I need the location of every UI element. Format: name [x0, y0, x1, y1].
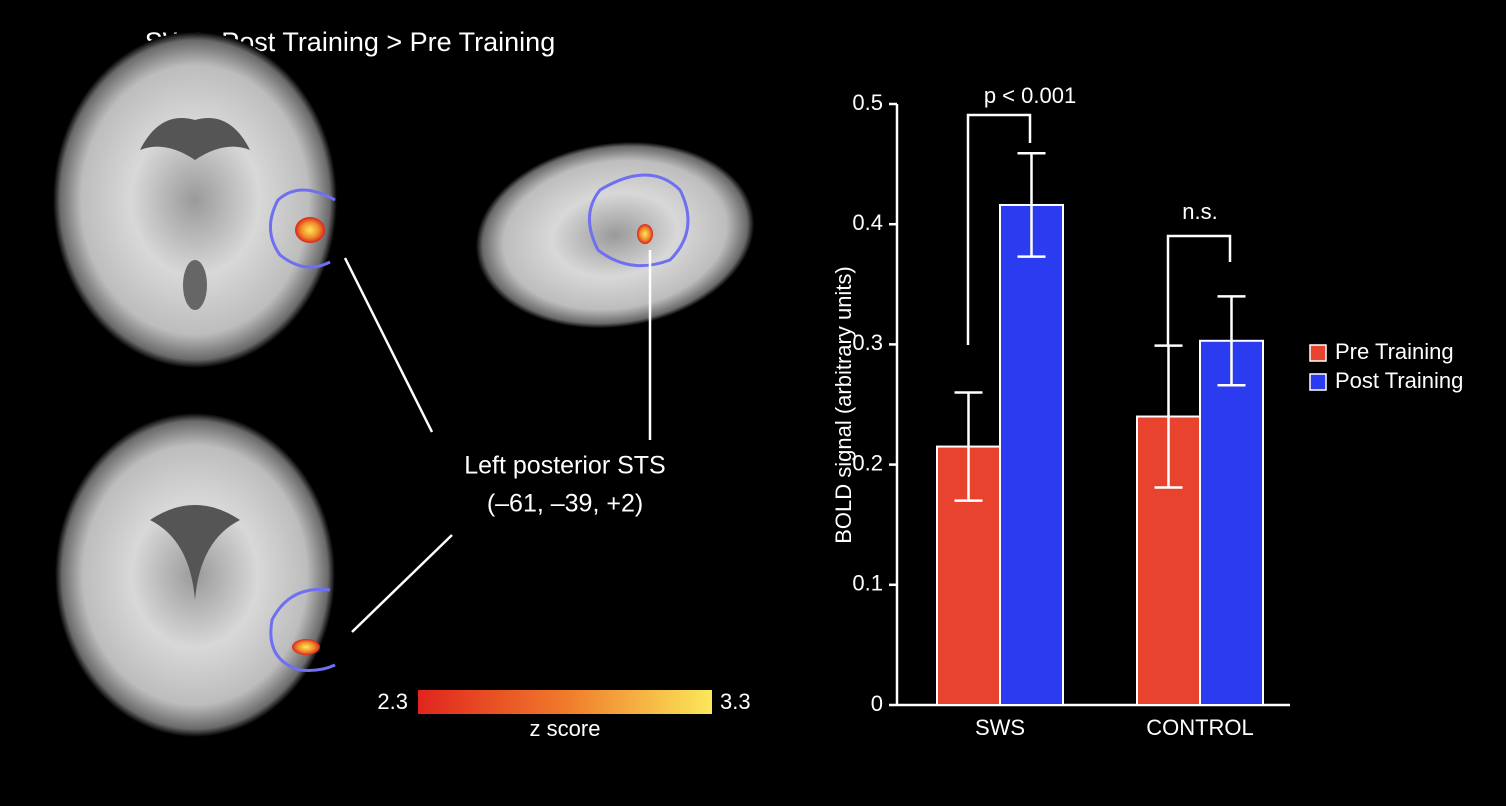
bar	[1000, 205, 1063, 705]
colorbar	[418, 690, 712, 714]
region-label: Left posterior STS	[464, 452, 665, 480]
y-axis-label: BOLD signal (arbitrary units)	[831, 266, 856, 544]
legend-label: Post Training	[1335, 368, 1463, 393]
brain-images	[53, 32, 766, 737]
annotation: p < 0.001	[984, 83, 1076, 108]
x-tick-label: SWS	[975, 715, 1025, 740]
legend-label: Pre Training	[1335, 339, 1454, 364]
region-coordinates: (–61, –39, +2)	[487, 490, 643, 518]
y-tick-label: 0.3	[852, 330, 883, 355]
x-tick-label: CONTROL	[1146, 715, 1254, 740]
axial-slice-top	[53, 32, 337, 368]
legend-swatch	[1310, 345, 1326, 361]
pointer-line	[352, 535, 452, 632]
legend-swatch	[1310, 374, 1326, 390]
colorbar-label: z score	[530, 716, 601, 741]
activation-blob	[292, 639, 320, 655]
annotation: n.s.	[1182, 199, 1217, 224]
y-tick-label: 0.5	[852, 90, 883, 115]
brainstem	[183, 260, 207, 310]
figure: SWS: Post Training > Pre Training Left p…	[0, 0, 1506, 806]
pointer-line	[345, 258, 432, 432]
y-tick-label: 0.4	[852, 210, 883, 235]
y-tick-label: 0.2	[852, 450, 883, 475]
bar	[1200, 341, 1263, 705]
activation-blob	[637, 224, 653, 244]
y-tick-label: 0	[871, 691, 883, 716]
activation-blob	[295, 217, 325, 243]
colorbar-max: 3.3	[720, 689, 751, 714]
y-tick-label: 0.1	[852, 571, 883, 596]
significance-bracket	[1168, 236, 1230, 345]
colorbar-min: 2.3	[377, 689, 408, 714]
sagittal-slice	[464, 124, 767, 345]
